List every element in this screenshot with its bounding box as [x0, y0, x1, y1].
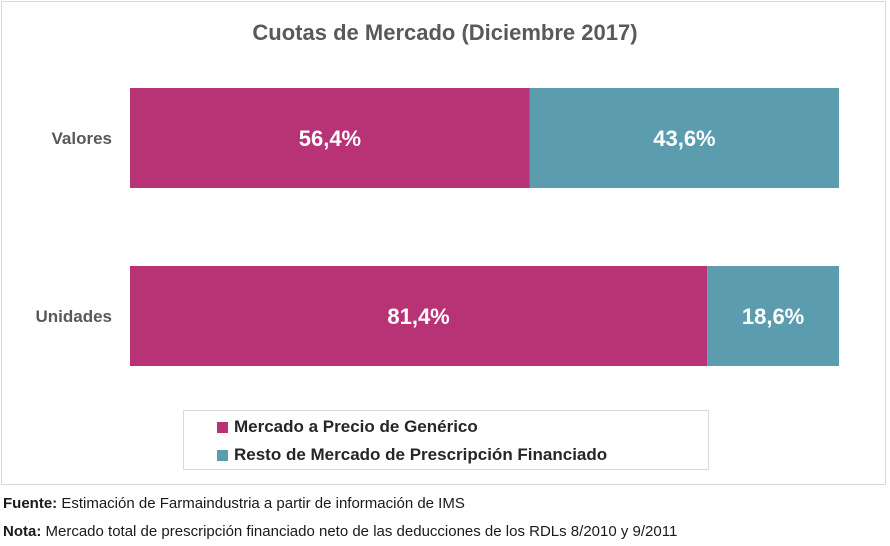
source-text: Estimación de Farmaindustria a partir de…	[57, 495, 465, 512]
bar-valores-series-1	[529, 88, 839, 188]
bar-unidades-series-1	[707, 266, 839, 366]
footnote: Nota: Mercado total de prescripción fina…	[3, 518, 677, 546]
data-label-valores-series-0: 56,4%	[299, 126, 361, 151]
legend-item-rest: Resto de Mercado de Prescripción Financi…	[217, 445, 607, 465]
legend-label-rest: Resto de Mercado de Prescripción Financi…	[234, 445, 608, 464]
legend-swatch-rest	[217, 449, 228, 461]
bar-unidades-series-0	[130, 266, 708, 366]
data-label-unidades-series-1: 18,6%	[742, 304, 804, 329]
category-label-valores: Valores	[52, 129, 113, 148]
bar-valores-series-0	[130, 88, 530, 188]
legend: Mercado a Precio de Genérico Resto de Me…	[183, 410, 709, 470]
note-text: Mercado total de prescripción financiado…	[41, 523, 678, 540]
legend-item-generic: Mercado a Precio de Genérico	[217, 417, 478, 437]
source-note: Fuente: Estimación de Farmaindustria a p…	[3, 490, 677, 518]
chart-title: Cuotas de Mercado (Diciembre 2017)	[252, 20, 638, 45]
chart-frame	[1, 1, 886, 485]
data-label-unidades-series-0: 81,4%	[387, 304, 449, 329]
footer: Fuente: Estimación de Farmaindustria a p…	[3, 490, 677, 546]
data-label-valores-series-1: 43,6%	[653, 126, 715, 151]
legend-swatch-generic	[217, 421, 228, 433]
note-label: Nota:	[3, 523, 42, 540]
legend-label-generic: Mercado a Precio de Genérico	[234, 417, 478, 436]
category-label-unidades: Unidades	[35, 307, 112, 326]
source-label: Fuente:	[3, 495, 58, 512]
